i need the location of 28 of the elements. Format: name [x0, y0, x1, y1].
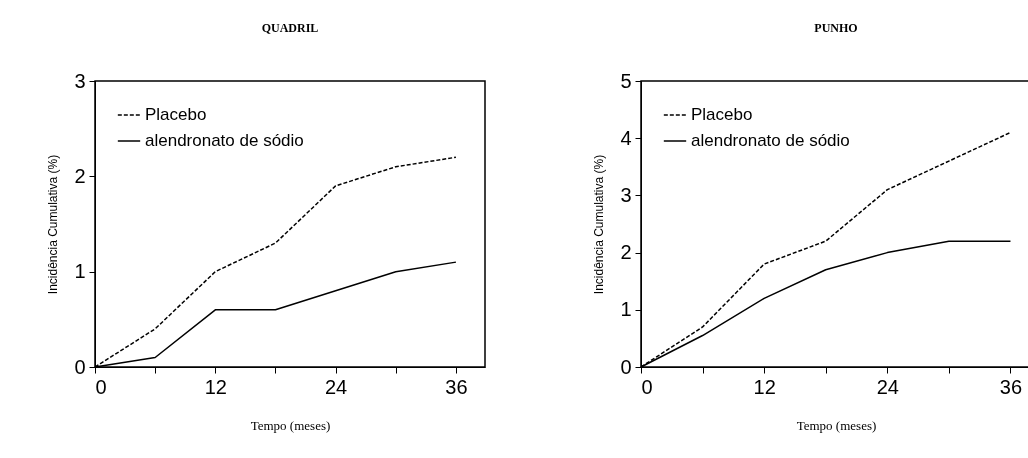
- y-tick-label: 3: [620, 183, 632, 206]
- y-axis-title: Incidência Cumulativa (%): [46, 154, 61, 295]
- y-tick-label: 2: [74, 164, 86, 187]
- y-tick-label: 3: [74, 69, 86, 92]
- legend-label: Placebo: [145, 105, 207, 124]
- x-tick-label: 12: [204, 375, 227, 398]
- x-tick-label: 0: [641, 375, 653, 398]
- legend-label: alendronato de sódio: [691, 131, 850, 150]
- y-tick-label: 4: [620, 126, 632, 149]
- chart-title: QUADRIL: [261, 21, 319, 35]
- legend-label: alendronato de sódio: [145, 131, 304, 150]
- x-tick-label: 36: [999, 375, 1023, 398]
- y-tick-label: 5: [620, 69, 632, 92]
- legend-label: Placebo: [691, 105, 753, 124]
- y-tick-label: 1: [620, 298, 632, 321]
- y-tick-label: 1: [74, 260, 86, 283]
- chart-title: PUNHO: [814, 21, 858, 35]
- x-tick-label: 12: [753, 375, 776, 398]
- x-axis-title: Tempo (meses): [796, 417, 877, 433]
- y-tick-label: 2: [620, 241, 632, 264]
- y-tick-label: 0: [620, 355, 632, 378]
- x-axis-title: Tempo (meses): [250, 417, 331, 433]
- x-tick-label: 24: [324, 375, 348, 398]
- x-tick-label: 36: [445, 375, 468, 398]
- y-axis-title: Incidência Cumulativa (%): [592, 154, 607, 295]
- x-tick-label: 24: [876, 375, 899, 398]
- y-tick-label: 0: [74, 355, 86, 378]
- x-tick-label: 0: [95, 375, 107, 398]
